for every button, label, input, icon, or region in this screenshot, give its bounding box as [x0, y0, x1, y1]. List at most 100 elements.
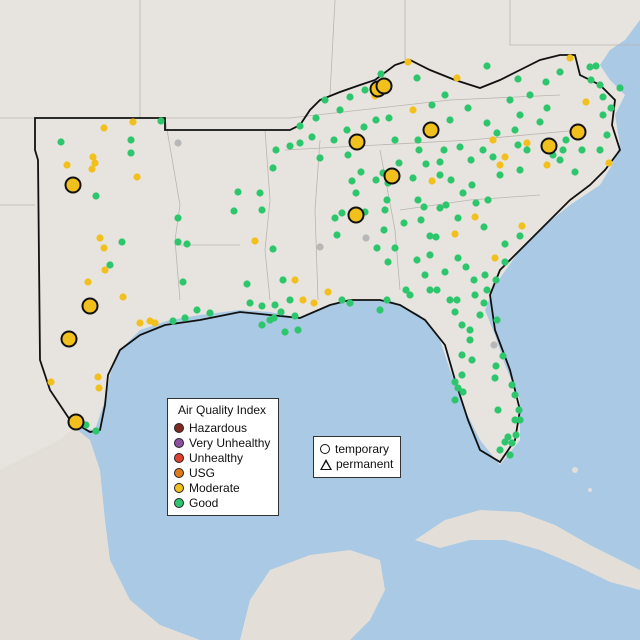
- station-marker[interactable]: [453, 74, 461, 82]
- station-marker[interactable]: [491, 254, 499, 262]
- station-marker[interactable]: [511, 126, 519, 134]
- station-marker[interactable]: [193, 306, 201, 314]
- station-marker[interactable]: [516, 111, 524, 119]
- temporary-station-marker[interactable]: [569, 123, 587, 141]
- station-marker[interactable]: [459, 189, 467, 197]
- temporary-station-marker[interactable]: [375, 77, 393, 95]
- station-marker[interactable]: [151, 319, 159, 327]
- station-marker[interactable]: [331, 214, 339, 222]
- station-marker[interactable]: [94, 373, 102, 381]
- station-marker[interactable]: [63, 161, 71, 169]
- station-marker[interactable]: [523, 146, 531, 154]
- station-marker[interactable]: [592, 62, 600, 70]
- station-marker[interactable]: [543, 104, 551, 112]
- station-marker[interactable]: [277, 308, 285, 316]
- station-marker[interactable]: [258, 206, 266, 214]
- station-marker[interactable]: [582, 98, 590, 106]
- station-marker[interactable]: [136, 319, 144, 327]
- station-marker[interactable]: [442, 201, 450, 209]
- station-marker[interactable]: [133, 173, 141, 181]
- station-marker[interactable]: [118, 238, 126, 246]
- station-marker[interactable]: [256, 189, 264, 197]
- station-marker[interactable]: [493, 129, 501, 137]
- station-marker[interactable]: [483, 119, 491, 127]
- station-marker[interactable]: [489, 153, 497, 161]
- station-marker[interactable]: [421, 271, 429, 279]
- station-marker[interactable]: [516, 232, 524, 240]
- station-marker[interactable]: [470, 276, 478, 284]
- station-marker[interactable]: [91, 159, 99, 167]
- station-marker[interactable]: [377, 70, 385, 78]
- station-marker[interactable]: [605, 159, 613, 167]
- station-marker[interactable]: [511, 391, 519, 399]
- station-marker[interactable]: [571, 168, 579, 176]
- temporary-station-marker[interactable]: [64, 176, 82, 194]
- station-marker[interactable]: [451, 308, 459, 316]
- station-marker[interactable]: [312, 114, 320, 122]
- station-marker[interactable]: [234, 188, 242, 196]
- station-marker[interactable]: [462, 263, 470, 271]
- station-marker[interactable]: [380, 226, 388, 234]
- station-marker[interactable]: [294, 326, 302, 334]
- station-marker[interactable]: [459, 388, 467, 396]
- station-marker[interactable]: [516, 166, 524, 174]
- station-marker[interactable]: [496, 161, 504, 169]
- station-marker[interactable]: [422, 160, 430, 168]
- station-marker[interactable]: [343, 126, 351, 134]
- station-marker[interactable]: [286, 296, 294, 304]
- station-marker[interactable]: [536, 118, 544, 126]
- station-marker[interactable]: [566, 54, 574, 62]
- station-marker[interactable]: [296, 122, 304, 130]
- station-marker[interactable]: [316, 243, 324, 251]
- station-marker[interactable]: [381, 206, 389, 214]
- station-marker[interactable]: [508, 381, 516, 389]
- station-marker[interactable]: [179, 278, 187, 286]
- station-marker[interactable]: [466, 326, 474, 334]
- station-marker[interactable]: [492, 362, 500, 370]
- station-marker[interactable]: [472, 199, 480, 207]
- temporary-station-marker[interactable]: [348, 133, 366, 151]
- station-marker[interactable]: [441, 91, 449, 99]
- temporary-station-marker[interactable]: [540, 137, 558, 155]
- station-marker[interactable]: [607, 104, 615, 112]
- station-marker[interactable]: [446, 116, 454, 124]
- station-marker[interactable]: [92, 192, 100, 200]
- station-marker[interactable]: [514, 141, 522, 149]
- station-marker[interactable]: [400, 219, 408, 227]
- station-marker[interactable]: [296, 139, 304, 147]
- station-marker[interactable]: [157, 117, 165, 125]
- station-marker[interactable]: [258, 321, 266, 329]
- station-marker[interactable]: [501, 258, 509, 266]
- temporary-station-marker[interactable]: [67, 413, 85, 431]
- station-marker[interactable]: [47, 378, 55, 386]
- station-marker[interactable]: [494, 406, 502, 414]
- station-marker[interactable]: [454, 384, 462, 392]
- station-marker[interactable]: [88, 165, 96, 173]
- station-marker[interactable]: [84, 278, 92, 286]
- station-marker[interactable]: [516, 416, 524, 424]
- station-marker[interactable]: [501, 240, 509, 248]
- station-marker[interactable]: [127, 136, 135, 144]
- station-marker[interactable]: [603, 131, 611, 139]
- station-marker[interactable]: [258, 302, 266, 310]
- station-marker[interactable]: [468, 181, 476, 189]
- station-marker[interactable]: [127, 149, 135, 157]
- station-marker[interactable]: [372, 116, 380, 124]
- station-marker[interactable]: [404, 58, 412, 66]
- station-marker[interactable]: [599, 93, 607, 101]
- station-marker[interactable]: [308, 133, 316, 141]
- station-marker[interactable]: [376, 306, 384, 314]
- station-marker[interactable]: [89, 153, 97, 161]
- station-marker[interactable]: [453, 296, 461, 304]
- temporary-station-marker[interactable]: [383, 167, 401, 185]
- station-marker[interactable]: [415, 146, 423, 154]
- station-marker[interactable]: [266, 316, 274, 324]
- station-marker[interactable]: [357, 168, 365, 176]
- station-marker[interactable]: [578, 146, 586, 154]
- station-marker[interactable]: [458, 321, 466, 329]
- station-marker[interactable]: [458, 351, 466, 359]
- station-marker[interactable]: [518, 222, 526, 230]
- station-marker[interactable]: [441, 268, 449, 276]
- station-marker[interactable]: [432, 233, 440, 241]
- station-marker[interactable]: [523, 139, 531, 147]
